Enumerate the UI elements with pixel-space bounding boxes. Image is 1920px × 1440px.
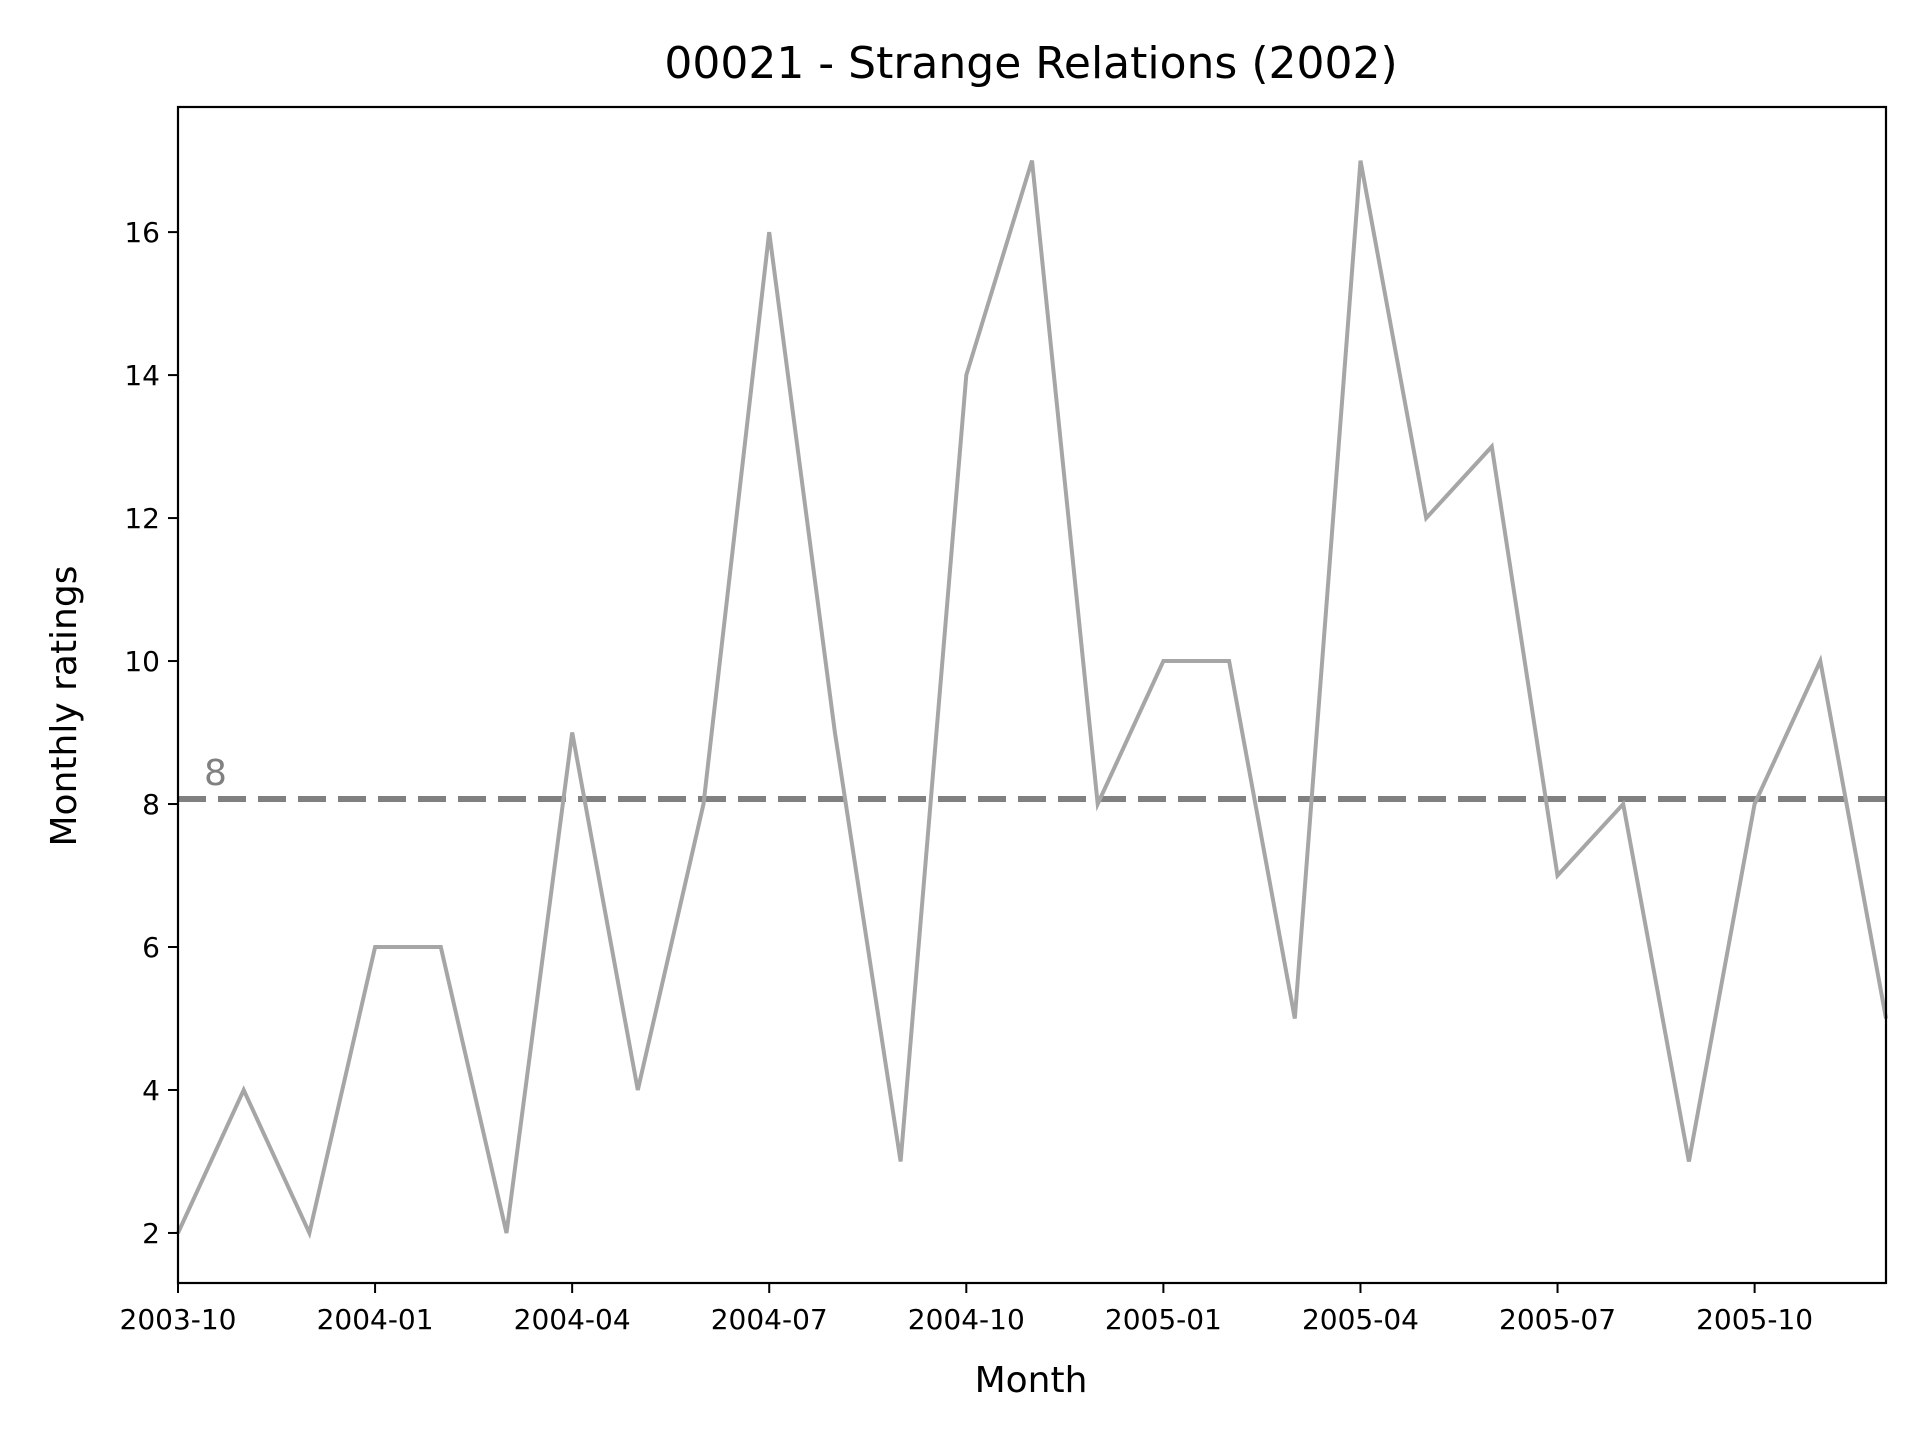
x-axis-label: Month: [975, 1360, 1088, 1401]
plot-area: 8: [176, 160, 1888, 1240]
x-tick-label: 2004-01: [317, 1303, 434, 1336]
series-points-0: [177, 160, 1887, 1234]
y-tick-label: 12: [124, 502, 160, 535]
y-tick-label: 2: [142, 1217, 160, 1250]
y-tick-label: 4: [142, 1074, 160, 1107]
x-tick-label: 2005-04: [1302, 1303, 1419, 1336]
chart-title: 00021 - Strange Relations (2002): [664, 38, 1397, 89]
y-tick-label: 6: [142, 931, 160, 964]
x-tick-label: 2004-04: [514, 1303, 631, 1336]
x-tick-label: 2004-07: [711, 1303, 828, 1336]
x-axis: 2003-10 2004-01 2004-04 2004-07 2004-10 2005-…: [120, 1283, 1813, 1336]
y-axis-label: Monthly ratings: [44, 566, 85, 847]
y-tick-label: 8: [142, 788, 160, 821]
x-tick-label: 2004-10: [908, 1303, 1025, 1336]
x-tick-label: 2005-07: [1499, 1303, 1616, 1336]
y-axis: 2 4 6 8 10 12 14 16: [124, 216, 178, 1250]
x-tick-label: 2005-01: [1105, 1303, 1222, 1336]
y-tick-label: 14: [124, 359, 160, 392]
series-line-0: [176, 160, 1888, 1240]
plot-frame: [176, 105, 1888, 1285]
y-tick-label: 10: [124, 645, 160, 678]
x-tick-label: 2005-10: [1696, 1303, 1813, 1336]
y-tick-label: 16: [124, 216, 160, 249]
x-tick-label: 2003-10: [120, 1303, 237, 1336]
reference-line-label: 8: [204, 753, 227, 794]
